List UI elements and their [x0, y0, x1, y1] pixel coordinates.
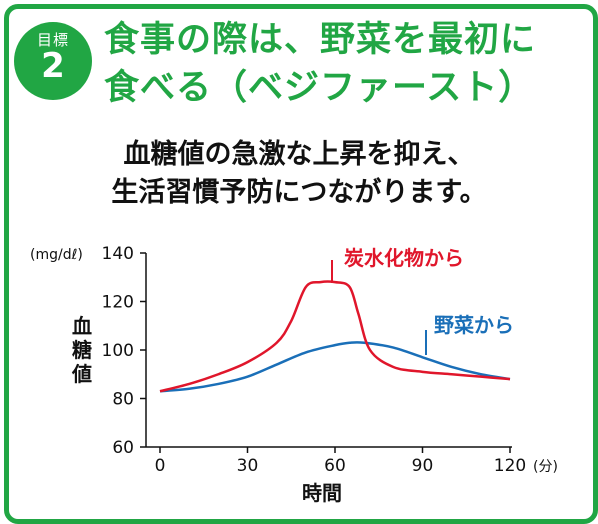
carb-series-label: 炭水化物から [344, 246, 464, 270]
y-axis-label-char: 値 [71, 362, 92, 386]
x-tick-label: 60 [324, 456, 346, 476]
x-ticks: 0 30 60 90 120 [155, 447, 526, 476]
y-tick-label: 140 [102, 244, 134, 264]
carb-series-line [159, 280, 511, 393]
description: 血糖値の急激な上昇を抑え、 生活習慣予防につながります。 [20, 136, 578, 212]
y-unit-label: (mg/dℓ) [30, 247, 83, 263]
card-frame [4, 4, 598, 524]
x-tick-label: 0 [155, 456, 166, 476]
y-tick-label: 60 [112, 438, 134, 458]
description-line1: 血糖値の急激な上昇を抑え、 [123, 139, 475, 170]
x-unit-label: (分) [533, 459, 558, 475]
goal-title-line1: 食事の際は、野菜を最初に [104, 20, 537, 60]
goal-badge-number: 2 [41, 46, 65, 86]
goal-title: 食事の際は、野菜を最初に 食べる（ベジファースト） [104, 16, 574, 112]
x-tick-label: 90 [412, 456, 434, 476]
y-axis-label-char: 糖 [72, 338, 92, 362]
y-ticks: 60 80 100 120 140 [102, 244, 146, 458]
series-group [159, 280, 511, 393]
veg-series-line [159, 341, 511, 393]
y-axis-label: 血糖値 [71, 314, 92, 386]
description-line2: 生活習慣予防につながります。 [111, 177, 487, 208]
y-tick-label: 120 [102, 293, 134, 313]
x-tick-label: 120 [494, 456, 526, 476]
y-axis-label-char: 血 [72, 314, 92, 338]
x-axis-label: 時間 [302, 481, 342, 505]
veg-series-label: 野菜から [434, 313, 514, 337]
y-tick-label: 80 [112, 390, 134, 410]
y-tick-label: 100 [102, 341, 134, 361]
goal-badge-label: 目標 [36, 31, 69, 49]
x-tick-label: 30 [237, 456, 259, 476]
goal-badge: 目標 2 [14, 22, 92, 100]
goal-title-line2: 食べる（ベジファースト） [104, 68, 535, 108]
